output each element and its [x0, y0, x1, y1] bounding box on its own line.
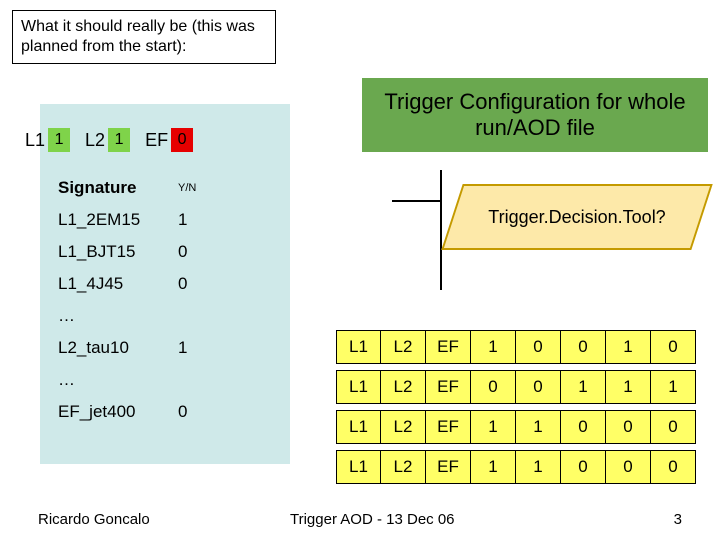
footer-author: Ricardo Goncalo: [38, 511, 150, 528]
bit-cell: 0: [651, 410, 696, 444]
sig-value: 1: [178, 338, 218, 358]
sig-name: L1_4J45: [58, 274, 178, 294]
bit-row: L1L2EF11000: [336, 410, 696, 444]
bit-cell: 1: [516, 450, 561, 484]
sig-value: 0: [178, 402, 218, 422]
bit-cell: L1: [336, 330, 381, 364]
bit-cell: 1: [471, 330, 516, 364]
bit-cell: L1: [336, 450, 381, 484]
level-pair: L11: [22, 128, 70, 152]
bit-cell: 0: [516, 330, 561, 364]
sig-row: L1_4J450: [58, 268, 218, 300]
bit-cell: 1: [471, 450, 516, 484]
bit-cell: EF: [426, 450, 471, 484]
level-pair: L21: [82, 128, 130, 152]
bit-cell: 0: [651, 450, 696, 484]
bit-cell: 0: [561, 410, 606, 444]
bit-cell: L2: [381, 410, 426, 444]
bit-cell: L1: [336, 370, 381, 404]
sig-row: …: [58, 364, 218, 396]
bit-cell: 0: [651, 330, 696, 364]
bit-cell: 0: [606, 410, 651, 444]
sig-name: L2_tau10: [58, 338, 178, 358]
bit-cell: 1: [606, 330, 651, 364]
level-value-box: 1: [108, 128, 130, 152]
sig-header-name: Signature: [58, 178, 178, 198]
decision-tool-shape: Trigger.Decision.Tool?: [452, 184, 702, 250]
bit-cell: 1: [516, 410, 561, 444]
bit-cell: L2: [381, 330, 426, 364]
bit-cell: 0: [561, 330, 606, 364]
level-label: EF: [142, 130, 171, 151]
bit-cell: EF: [426, 410, 471, 444]
connector-line-horizontal: [392, 200, 442, 202]
bit-cell: 1: [471, 410, 516, 444]
sig-value: 1: [178, 210, 218, 230]
footer-title: Trigger AOD - 13 Dec 06: [290, 511, 455, 528]
sig-row: …: [58, 300, 218, 332]
bit-cell: 0: [561, 450, 606, 484]
connector-line-vertical: [440, 170, 442, 290]
caption-text: What it should really be (this was plann…: [12, 10, 276, 64]
bit-cell: L1: [336, 410, 381, 444]
level-pair: EF0: [142, 128, 193, 152]
sig-name: L1_2EM15: [58, 210, 178, 230]
level-label: L1: [22, 130, 48, 151]
bit-row: L1L2EF10010: [336, 330, 696, 364]
level-value-box: 0: [171, 128, 193, 152]
sig-name: …: [58, 306, 178, 326]
bit-cell: 0: [606, 450, 651, 484]
bit-cell: 1: [606, 370, 651, 404]
bit-row: L1L2EF00111: [336, 370, 696, 404]
sig-name: L1_BJT15: [58, 242, 178, 262]
level-value-box: 1: [48, 128, 70, 152]
signature-table: Signature Y/N L1_2EM151L1_BJT150L1_4J450…: [58, 172, 218, 428]
sig-name: …: [58, 370, 178, 390]
sig-row: L1_BJT150: [58, 236, 218, 268]
sig-value: 0: [178, 274, 218, 294]
bit-cell: EF: [426, 370, 471, 404]
trigger-levels: L11L21EF0: [22, 128, 193, 152]
sig-name: EF_jet400: [58, 402, 178, 422]
footer-page: 3: [674, 511, 682, 528]
sig-row: L2_tau101: [58, 332, 218, 364]
bit-cell: 1: [561, 370, 606, 404]
level-label: L2: [82, 130, 108, 151]
bit-cell: 0: [471, 370, 516, 404]
decision-tool-label: Trigger.Decision.Tool?: [452, 184, 702, 250]
sig-value: 0: [178, 242, 218, 262]
bit-cell: L2: [381, 370, 426, 404]
sig-row: L1_2EM151: [58, 204, 218, 236]
bit-grid: L1L2EF10010L1L2EF00111L1L2EF11000L1L2EF1…: [336, 330, 696, 484]
bit-cell: 1: [651, 370, 696, 404]
sig-header-val: Y/N: [178, 182, 218, 194]
bit-cell: L2: [381, 450, 426, 484]
bit-row: L1L2EF11000: [336, 450, 696, 484]
bit-cell: EF: [426, 330, 471, 364]
bit-cell: 0: [516, 370, 561, 404]
title-bar: Trigger Configuration for whole run/AOD …: [362, 78, 708, 152]
sig-row: EF_jet4000: [58, 396, 218, 428]
